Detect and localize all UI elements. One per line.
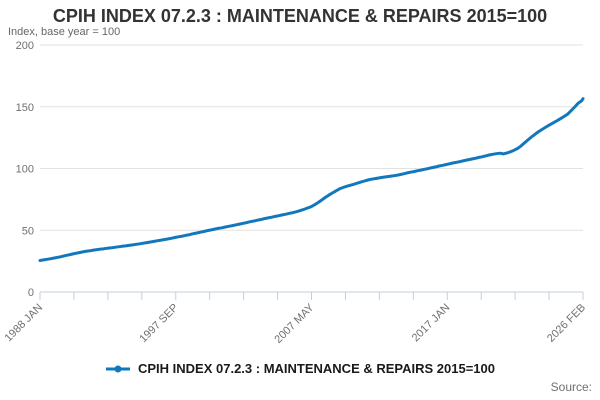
- y-tick-label: 100: [16, 164, 34, 176]
- legend-line-marker-icon: [105, 365, 130, 372]
- legend-label: CPIH INDEX 07.2.3 : MAINTENANCE & REPAIR…: [137, 361, 495, 376]
- x-tick-label: 2017 JAN: [410, 302, 453, 345]
- source-label: Source:: [550, 380, 592, 394]
- y-tick-label: 50: [22, 225, 34, 237]
- x-tick-label: 2026 FEB: [545, 302, 588, 345]
- chart-title: CPIH INDEX 07.2.3 : MAINTENANCE & REPAIR…: [52, 6, 548, 26]
- x-tick-label: 1988 JAN: [2, 302, 45, 345]
- y-tick-label: 150: [16, 102, 34, 114]
- x-tick-label: 1997 SEP: [137, 302, 181, 346]
- plot-area: 0 50 100 150 200 1988 JAN 1997 SEP 2007 MAY 2017…: [2, 40, 588, 346]
- chart-subtitle: Index, base year = 100: [8, 26, 121, 38]
- x-tick-label: 2007 MAY: [272, 301, 317, 346]
- y-tick-label: 200: [16, 40, 34, 52]
- legend[interactable]: CPIH INDEX 07.2.3 : MAINTENANCE & REPAIR…: [0, 361, 600, 376]
- y-tick-label: 0: [28, 287, 34, 299]
- series-line: [38, 97, 585, 262]
